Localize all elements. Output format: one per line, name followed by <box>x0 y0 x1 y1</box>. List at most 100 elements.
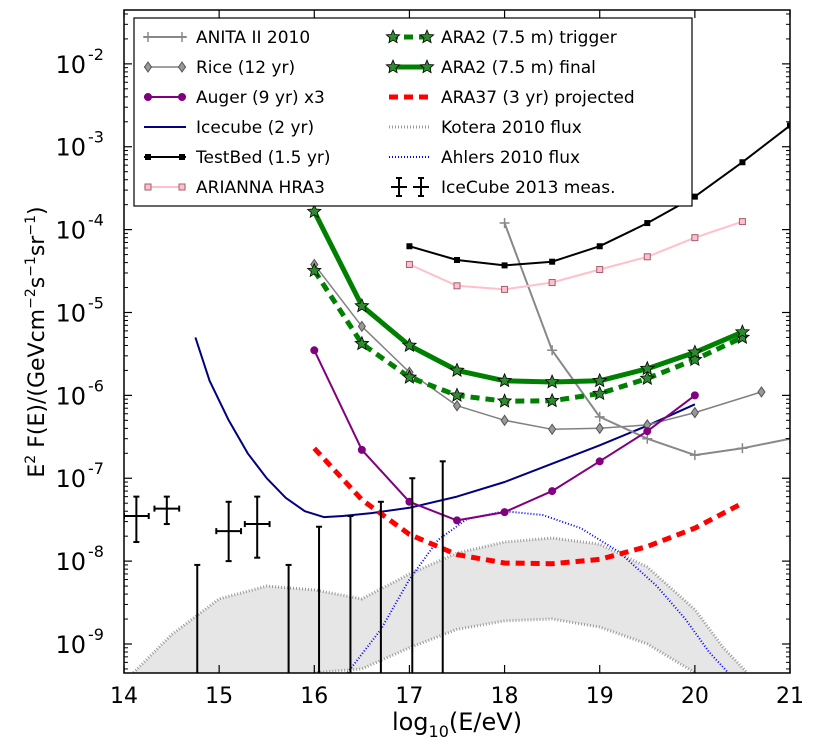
y-tick-exponent: -2 <box>88 45 104 64</box>
ara2-7-5-m-final-point <box>544 373 560 389</box>
ara2-7-5-m-final-point <box>734 324 751 339</box>
auger-9-yr-x3-point <box>595 457 604 466</box>
series-ara2-7-5-m-trigger <box>306 262 751 408</box>
rice-12-yr-point <box>357 320 366 333</box>
series-ahlers-2010-flux <box>346 510 729 673</box>
legend-item-kotera-2010-flux: Kotera 2010 flux <box>389 118 582 138</box>
testbed-1-5-yr-point <box>691 193 698 200</box>
legend-item-auger-9-yr-x3: Auger (9 yr) x3 <box>144 88 325 108</box>
axes-layer: 14 15 16 17 18 19 20 2110-910-810-710-610-510-4… <box>55 10 804 709</box>
rice-12-yr-point <box>757 386 766 398</box>
legend-marker <box>178 93 186 101</box>
ara2-7-5-m-trigger-point <box>639 370 655 385</box>
ara2-7-5-m-trigger-point <box>687 351 703 367</box>
legend-marker <box>177 32 187 42</box>
series-arianna-hra3 <box>405 218 746 293</box>
legend-item-testbed-1-5-yr: TestBed (1.5 yr) <box>144 148 331 168</box>
legend-item-ara2-7-5-m-trigger: ARA2 (7.5 m) trigger <box>385 28 617 48</box>
rice-12-yr-point <box>548 423 557 436</box>
icecube-2013-point <box>409 477 416 673</box>
legend-label: ARA2 (7.5 m) trigger <box>441 28 617 48</box>
testbed-1-5-yr-point <box>644 220 651 227</box>
ara2-7-5-m-trigger-point <box>592 385 608 401</box>
testbed-1-5-yr-point <box>596 243 603 250</box>
kotera-band-layer <box>132 536 749 673</box>
series-rice-12-yr <box>310 258 766 436</box>
y-tick-exponent: -5 <box>88 293 104 312</box>
y-tick-label: 10 <box>55 134 86 162</box>
ahlers-2010-flux-line <box>346 510 729 673</box>
testbed-1-5-yr-point <box>454 256 460 263</box>
icecube-2013-point <box>124 495 150 544</box>
y-tick-label: 10 <box>55 299 86 327</box>
legend-item-anita-ii-2010: ANITA II 2010 <box>143 28 310 48</box>
ara2-7-5-m-trigger-point <box>544 392 560 408</box>
icecube-2013-point <box>153 495 181 526</box>
legend-label: Icecube (2 yr) <box>196 118 314 138</box>
ara2-7-5-m-trigger-point <box>449 387 465 402</box>
y-tick-label: 10 <box>55 631 86 659</box>
legend-label: Kotera 2010 flux <box>441 118 582 138</box>
series-icecube-2-yr <box>194 337 696 519</box>
legend-marker <box>419 28 435 44</box>
ara2-7-5-m-final-point <box>639 360 655 376</box>
auger-9-yr-x3-point <box>453 516 461 525</box>
rice-12-yr-point <box>595 422 604 435</box>
anita-ii-2010-point <box>499 218 510 229</box>
x-tick-label: 18 <box>491 684 519 709</box>
legend-label: ARA37 (3 yr) projected <box>441 88 635 108</box>
y-tick-label: 10 <box>55 382 86 410</box>
legend-marker <box>143 32 153 42</box>
legend-item-rice-12-yr: Rice (12 yr) <box>143 58 295 78</box>
auger-9-yr-x3-point <box>548 487 557 496</box>
ara2-7-5-m-final-point <box>449 362 465 377</box>
testbed-1-5-yr-point <box>406 243 413 250</box>
arianna-hra3-point <box>453 282 461 290</box>
ara2-7-5-m-final-point <box>687 344 703 359</box>
legend-label: Rice (12 yr) <box>196 58 295 78</box>
y-tick-exponent: -3 <box>88 128 104 147</box>
auger-9-yr-x3-point <box>643 427 652 436</box>
anita-ii-2010-point <box>594 411 605 422</box>
anita-ii-2010-point <box>737 443 748 454</box>
legend-marker <box>177 61 187 73</box>
arianna-hra3-point <box>501 285 509 293</box>
legend-item-ara2-7-5-m-final: ARA2 (7.5 m) final <box>385 58 596 78</box>
arianna-hra3-line <box>408 220 743 291</box>
legend-item-arianna-hra3: ARIANNA HRA3 <box>144 178 325 198</box>
arianna-hra3-point <box>548 279 556 287</box>
legend-marker <box>419 58 435 74</box>
legend-marker <box>178 183 186 191</box>
legend-item-icecube-2013-meas: IceCube 2013 meas. <box>391 177 615 198</box>
y-tick-exponent: -8 <box>88 542 104 561</box>
legend-box <box>133 17 693 207</box>
testbed-1-5-yr-point <box>739 159 746 166</box>
ara2-7-5-m-final-point <box>401 337 418 352</box>
ara2-7-5-m-trigger-point <box>496 393 513 408</box>
legend-marker <box>145 154 151 160</box>
rice-12-yr-point <box>500 414 509 427</box>
ara2-7-5-m-final-point <box>592 372 608 388</box>
legend-label: TestBed (1.5 yr) <box>195 148 331 168</box>
legend-label: ANITA II 2010 <box>196 28 310 48</box>
legend: ANITA II 2010 Rice (12 yr) Auger (9 yr) x3… <box>133 17 693 207</box>
rice-12-yr-point <box>452 399 462 412</box>
series-auger-9-yr-x3 <box>310 346 699 525</box>
ara2-7-5-m-final-line <box>312 210 744 385</box>
ara2-7-5-m-final-point <box>306 203 322 219</box>
testbed-1-5-yr-point <box>787 122 790 129</box>
arianna-hra3-point <box>691 234 699 242</box>
series-ara2-7-5-m-final <box>306 203 751 389</box>
testbed-1-5-yr-point <box>549 258 556 265</box>
auger-9-yr-x3-point <box>357 445 366 454</box>
icecube-2013-point <box>439 460 446 673</box>
legend-label: IceCube 2013 meas. <box>441 178 615 198</box>
arianna-hra3-point <box>405 260 413 268</box>
auger-9-yr-x3-point <box>310 346 319 355</box>
icecube-2013-point <box>243 495 271 559</box>
kotera-band-inner <box>314 619 695 673</box>
ara2-7-5-m-trigger-point <box>354 335 370 351</box>
x-tick-label: 20 <box>681 684 709 709</box>
rice-12-yr-point <box>690 406 699 419</box>
